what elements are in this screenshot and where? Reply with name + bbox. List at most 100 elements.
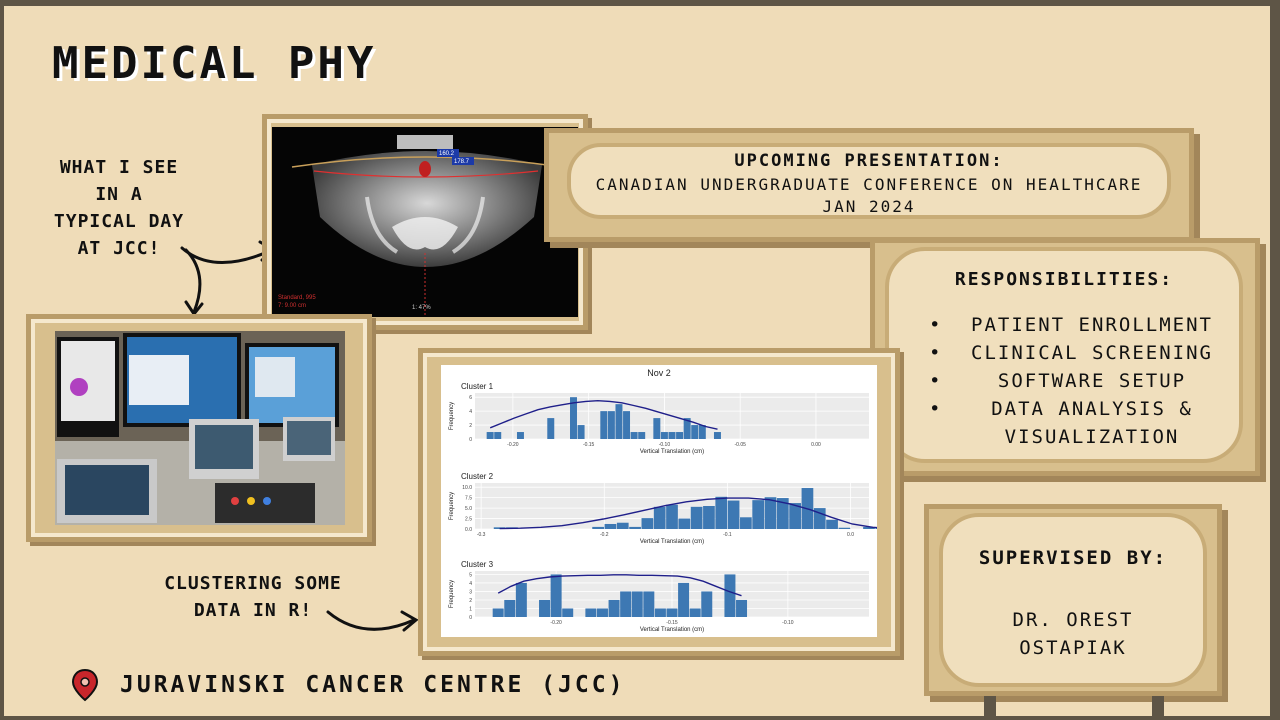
- y-tick-label: 2: [469, 423, 472, 429]
- histogram-bar: [826, 519, 838, 529]
- control-room-photo: [55, 331, 345, 525]
- histogram-bar: [547, 418, 555, 439]
- y-tick-label: 7.5: [465, 496, 472, 502]
- supervisor-panel: SUPERVISED BY: DR. OREST OSTAPIAK: [939, 513, 1207, 687]
- x-tick-label: -0.10: [782, 620, 794, 626]
- histogram-bar: [691, 425, 699, 439]
- histogram-bar: [604, 523, 617, 529]
- histogram-bar: [539, 599, 551, 617]
- y-tick-label: 0: [469, 615, 472, 621]
- x-tick-label: -0.1: [723, 532, 732, 538]
- responsibilities-list: • PATIENT ENROLLMENT • CLINICAL SCREENING …: [929, 311, 1219, 451]
- chart-title: Nov 2: [647, 368, 671, 378]
- supervisor-name: DR. OREST: [1012, 609, 1134, 631]
- list-item: • CLINICAL SCREENING: [929, 339, 1219, 367]
- caption-line: DATA IN R!: [193, 600, 313, 621]
- page-title: MEDICAL PHY: [52, 38, 377, 89]
- histogram-bar: [486, 432, 494, 439]
- x-tick-label: -0.15: [583, 442, 595, 448]
- supervisor-name: OSTAPIAK: [1019, 637, 1127, 659]
- x-tick-label: -0.10: [659, 442, 671, 448]
- ct-image-frame: 160.2 178.7 Standard, 995 7: 9.00 cm 1: …: [262, 114, 588, 330]
- ct-readout: 160.2: [439, 151, 455, 157]
- histogram-bar: [630, 432, 638, 439]
- density-curve: [489, 399, 718, 430]
- y-tick-label: 5.0: [465, 506, 472, 512]
- y-tick-label: 1: [469, 606, 472, 612]
- typical-day-caption: WHAT I SEE IN A TYPICAL DAY AT JCC!: [34, 154, 204, 262]
- presentation-date: JAN 2024: [822, 197, 916, 216]
- cluster-label: Cluster 3: [461, 560, 494, 569]
- list-item-label: VISUALIZATION: [1004, 426, 1180, 448]
- histogram-bar: [668, 432, 676, 439]
- x-tick-label: -0.15: [666, 620, 678, 626]
- histogram-bar: [504, 599, 516, 617]
- map-pin-icon: [71, 668, 99, 702]
- arrowhead-icon: [400, 610, 419, 632]
- slide: MEDICAL PHY WHAT I SEE IN A TYPICAL DAY …: [4, 6, 1270, 716]
- histogram-bar: [724, 574, 736, 617]
- histogram-bar: [752, 500, 765, 529]
- stand-leg: [984, 696, 996, 716]
- histogram-bar: [698, 425, 706, 439]
- caption-line: TYPICAL DAY: [53, 211, 185, 232]
- histogram-bar: [515, 582, 527, 617]
- x-axis-label: Vertical Translation (cm): [640, 539, 704, 545]
- histogram-bar: [813, 508, 826, 529]
- histogram-bar: [736, 599, 748, 617]
- histogram-bar: [654, 608, 666, 617]
- presentation-panel: UPCOMING PRESENTATION: CANADIAN UNDERGRA…: [567, 143, 1171, 219]
- ct-info: 1: 47%: [412, 305, 431, 311]
- histogram-bar: [592, 526, 604, 529]
- y-tick-label: 0: [469, 437, 472, 443]
- x-axis-label: Vertical Translation (cm): [640, 627, 704, 633]
- cluster-label: Cluster 1: [461, 382, 494, 391]
- histogram-bar: [727, 500, 740, 529]
- arrowhead-icon: [184, 300, 204, 317]
- density-curve: [497, 574, 742, 597]
- histogram-bar: [666, 504, 678, 529]
- y-axis-label: Frequency: [449, 580, 455, 608]
- footer-label: JURAVINSKI CANCER CENTRE (JCC): [120, 672, 626, 698]
- y-tick-label: 2.5: [465, 517, 472, 523]
- histogram-bar: [666, 608, 678, 617]
- histogram-bar: [616, 522, 629, 529]
- histogram-bar: [660, 432, 668, 439]
- stand-leg: [1152, 696, 1164, 716]
- histogram-bar: [715, 496, 728, 529]
- histogram-bar: [550, 574, 562, 617]
- histogram-bar: [585, 608, 597, 617]
- x-tick-label: -0.2: [600, 532, 609, 538]
- y-tick-label: 10.0: [462, 485, 472, 491]
- responsibilities-heading: RESPONSIBILITIES:: [954, 269, 1174, 290]
- bullet-icon: •: [929, 370, 943, 392]
- histogram-bar: [676, 432, 684, 439]
- y-tick-label: 4: [469, 581, 472, 587]
- histogram-bar: [570, 397, 577, 439]
- footer: JURAVINSKI CANCER CENTRE (JCC): [70, 668, 625, 702]
- control-room-photo-frame: [26, 314, 372, 542]
- clustering-caption: CLUSTERING SOME DATA IN R!: [150, 570, 356, 624]
- histogram-bar: [516, 432, 524, 439]
- list-item-label: CLINICAL SCREENING: [971, 342, 1213, 364]
- histogram-bar: [620, 591, 632, 617]
- list-item: • SOFTWARE SETUP: [929, 367, 1219, 395]
- chart-frame: Nov 2 Cluster 1 0 2 4 6 -0.20 -0.15 -0.10 -0.05 0…: [418, 348, 900, 656]
- histogram-bar: [638, 432, 646, 439]
- x-tick-label: -0.20: [507, 442, 519, 448]
- ct-scan-image: 160.2 178.7 Standard, 995 7: 9.00 cm 1: …: [272, 127, 578, 317]
- cluster-label: Cluster 2: [461, 472, 494, 481]
- histogram-bar: [764, 497, 777, 529]
- y-axis-label: Frequency: [449, 492, 455, 520]
- histogram-bar: [838, 527, 851, 529]
- presentation-heading: UPCOMING PRESENTATION:: [734, 151, 1004, 171]
- y-tick-label: 2: [469, 598, 472, 604]
- presentation-event: CANADIAN UNDERGRADUATE CONFERENCE ON HEA…: [595, 175, 1143, 194]
- histogram-bar: [643, 591, 655, 617]
- x-tick-label: -0.20: [550, 620, 562, 626]
- list-item: • PATIENT ENROLLMENT: [929, 311, 1219, 339]
- histogram-bar: [596, 608, 608, 617]
- ct-readout: 178.7: [454, 159, 470, 165]
- x-axis-label: Vertical Translation (cm): [640, 449, 704, 455]
